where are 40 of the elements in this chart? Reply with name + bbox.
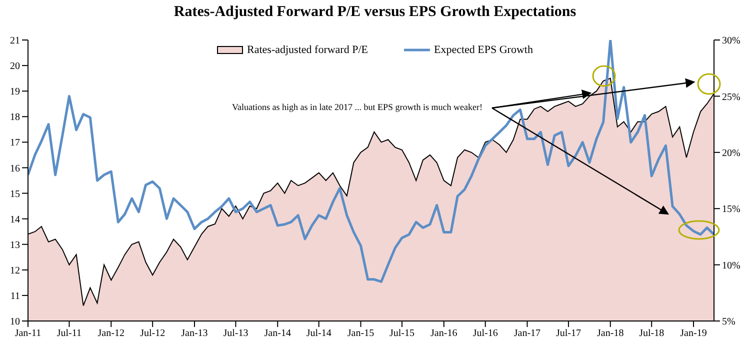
y2-tick-label: 5% [722, 316, 736, 328]
x-tick-label: Jan-13 [181, 328, 208, 340]
y-tick-label: 18 [10, 112, 20, 124]
x-tick-label: Jul-15 [389, 328, 414, 340]
y-tick-label: 13 [10, 240, 20, 251]
y-tick-label: 21 [10, 36, 20, 47]
x-tick-label: Jul-12 [140, 328, 166, 340]
x-tick-label: Jan-18 [597, 328, 624, 340]
legend-label: Rates-adjusted forward P/E [247, 44, 368, 56]
y-tick-label: 10 [10, 316, 20, 328]
y-tick-label: 16 [10, 163, 20, 174]
x-tick-label: Jan-16 [430, 328, 458, 340]
annotation: Valuations as high as in late 2017 ... but EPS growth is much weaker! [232, 102, 482, 112]
y-tick-label: 20 [10, 61, 20, 72]
y2-tick-label: 20% [722, 148, 740, 159]
x-tick-label: Jan-19 [680, 328, 707, 340]
y-tick-label: 17 [10, 138, 20, 149]
y2-tick-label: 30% [722, 36, 740, 47]
x-tick-label: Jan-12 [98, 328, 124, 340]
x-tick-label: Jan-15 [347, 328, 374, 340]
y2-tick-label: 15% [722, 204, 740, 216]
y-tick-label: 11 [10, 291, 20, 302]
y2-tick-label: 10% [722, 260, 740, 272]
legend-label: Expected EPS Growth [434, 44, 533, 56]
y-tick-label: 12 [10, 265, 20, 276]
y-tick-label: 14 [10, 214, 20, 226]
x-tick-label: Jan-14 [264, 328, 291, 340]
y2-tick-label: 25% [722, 92, 740, 103]
x-tick-label: Jul-11 [56, 328, 82, 340]
x-tick-label: Jan-11 [14, 328, 42, 340]
x-tick-label: Jul-14 [306, 328, 332, 340]
y-tick-label: 19 [10, 86, 20, 98]
line-series [28, 40, 714, 283]
x-tick-label: Jul-16 [472, 328, 498, 340]
chart-title: Rates-Adjusted Forward P/E versus EPS Growth Expectations [172, 4, 578, 21]
x-tick-label: Jan-17 [514, 328, 541, 340]
x-tick-label: Jul-13 [223, 328, 248, 340]
y-tick-label: 15 [10, 188, 20, 200]
x-tick-label: Jul-17 [556, 328, 581, 340]
x-tick-label: Jul-18 [639, 328, 664, 340]
